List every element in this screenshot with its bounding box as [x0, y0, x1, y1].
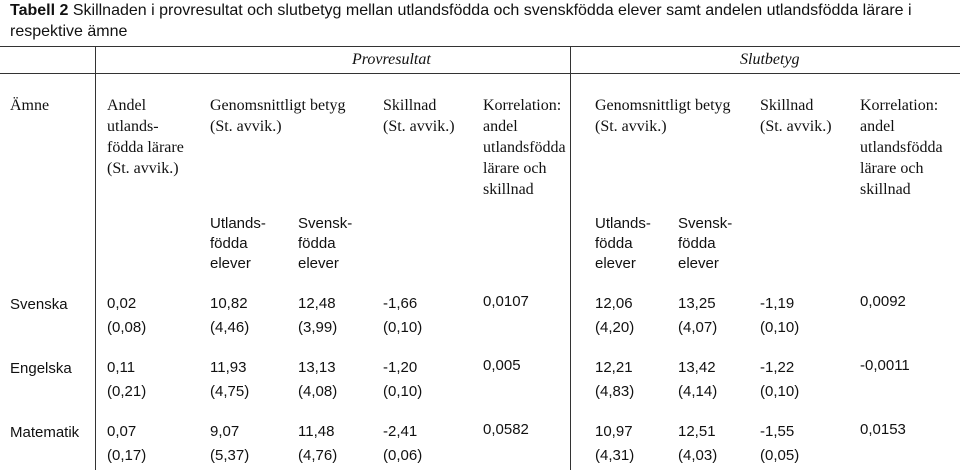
cell-slut-svensk: 13,42 (4,14)	[678, 359, 718, 400]
cell-slut-korrelation: 0,0153	[860, 421, 906, 438]
cell-prov-utlands: 10,82 (4,46)	[210, 295, 250, 336]
row-label-engelska: Engelska	[10, 360, 72, 377]
cell-slut-utlands: 12,21 (4,83)	[595, 359, 635, 400]
cell-prov-korrelation: 0,0582	[483, 421, 529, 438]
group-header-slutbetyg: Slutbetyg	[740, 51, 800, 68]
cell-slut-skillnad: -1,55 (0,05)	[760, 423, 800, 464]
table-number: Tabell 2	[10, 2, 69, 19]
column-header-genomsnitt-slut: Genomsnittligt betyg (St. avvik.)	[595, 97, 731, 135]
cell-prov-skillnad: -1,20 (0,10)	[383, 359, 423, 400]
row-label-svenska: Svenska	[10, 296, 68, 313]
table-title: Tabell 2 Skillnaden i provresultat och s…	[10, 0, 955, 42]
cell-prov-utlands: 9,07 (5,37)	[210, 423, 250, 464]
cell-andel: 0,02 (0,08)	[107, 295, 147, 336]
group-header-provresultat: Provresultat	[352, 51, 431, 68]
cell-andel: 0,07 (0,17)	[107, 423, 147, 464]
cell-prov-skillnad: -2,41 (0,06)	[383, 423, 423, 464]
column-header-skillnad-slut: Skillnad (St. avvik.)	[760, 97, 832, 135]
table-caption: Skillnaden i provresultat och slutbetyg …	[10, 2, 912, 40]
cell-prov-svensk: 11,48 (4,76)	[298, 423, 338, 464]
cell-prov-svensk: 13,13 (4,08)	[298, 359, 338, 400]
cell-prov-korrelation: 0,005	[483, 357, 521, 374]
column-header-korrelation-prov: Korrelation: andel utlandsfödda lärare o…	[483, 97, 566, 198]
header-top-rule	[0, 46, 960, 47]
row-label-matematik: Matematik	[10, 424, 80, 441]
column-header-andel: Andel utlands- födda lärare (St. avvik.)	[107, 97, 184, 177]
column-divider-subject	[95, 46, 96, 470]
sub-header-svensk-slut: Svensk- födda elever	[678, 215, 733, 272]
cell-prov-skillnad: -1,66 (0,10)	[383, 295, 423, 336]
column-header-korrelation-slut: Korrelation: andel utlandsfödda lärare o…	[860, 97, 943, 198]
cell-andel: 0,11 (0,21)	[107, 359, 147, 400]
cell-prov-korrelation: 0,0107	[483, 293, 529, 310]
column-header-skillnad-prov: Skillnad (St. avvik.)	[383, 97, 455, 135]
cell-slut-svensk: 12,51 (4,03)	[678, 423, 718, 464]
cell-slut-skillnad: -1,22 (0,10)	[760, 359, 800, 400]
cell-slut-korrelation: 0,0092	[860, 293, 906, 310]
column-divider-groups	[570, 46, 571, 470]
group-header-rule	[0, 73, 960, 74]
sub-header-svensk-prov: Svensk- födda elever	[298, 215, 353, 272]
column-header-amne: Ämne	[10, 97, 50, 114]
cell-prov-utlands: 11,93 (4,75)	[210, 359, 250, 400]
cell-slut-korrelation: -0,0011	[860, 357, 910, 374]
column-header-genomsnitt-prov: Genomsnittligt betyg (St. avvik.)	[210, 97, 346, 135]
cell-slut-skillnad: -1,19 (0,10)	[760, 295, 800, 336]
sub-header-utlands-slut: Utlands- födda elever	[595, 215, 651, 272]
cell-slut-utlands: 12,06 (4,20)	[595, 295, 635, 336]
cell-slut-utlands: 10,97 (4,31)	[595, 423, 635, 464]
sub-header-utlands-prov: Utlands- födda elever	[210, 215, 266, 272]
cell-prov-svensk: 12,48 (3,99)	[298, 295, 338, 336]
cell-slut-svensk: 13,25 (4,07)	[678, 295, 718, 336]
